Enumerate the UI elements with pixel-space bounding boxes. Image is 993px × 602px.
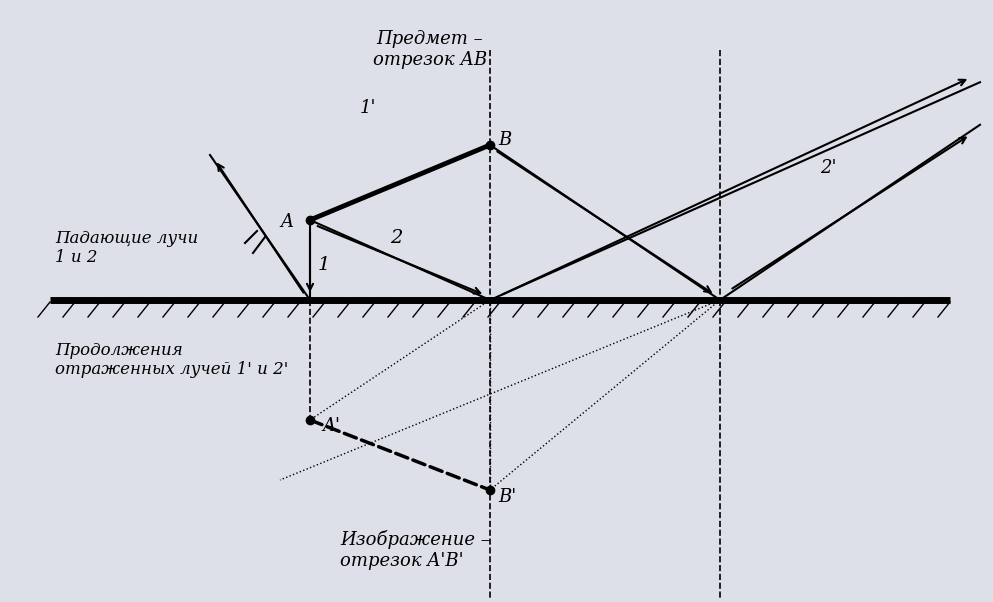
Text: Падающие лучи
1 и 2: Падающие лучи 1 и 2 — [55, 230, 199, 266]
Text: Предмет –
отрезок АВ: Предмет – отрезок АВ — [373, 30, 488, 69]
Text: Изображение –
отрезок A'B': Изображение – отрезок A'B' — [340, 530, 490, 570]
Text: 2': 2' — [820, 159, 836, 177]
Text: B: B — [498, 131, 511, 149]
Text: 1: 1 — [318, 256, 331, 274]
Text: 1': 1' — [359, 99, 376, 117]
Text: 2: 2 — [390, 229, 402, 247]
Text: A: A — [280, 213, 293, 231]
Text: Продолжения
отраженных лучей 1' и 2': Продолжения отраженных лучей 1' и 2' — [55, 342, 288, 378]
Text: B': B' — [498, 488, 516, 506]
Text: A': A' — [322, 417, 340, 435]
